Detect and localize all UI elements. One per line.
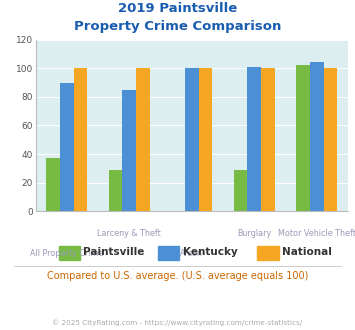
Bar (185, 68, 198, 211)
Bar (136, 68, 150, 211)
Text: Property Crime Comparison: Property Crime Comparison (74, 20, 281, 33)
Text: Larceny & Theft: Larceny & Theft (97, 229, 161, 238)
Bar (109, 170, 122, 211)
Bar (296, 65, 310, 211)
Bar (310, 62, 323, 211)
Bar (60, 82, 73, 211)
Text: © 2025 CityRating.com - https://www.cityrating.com/crime-statistics/: © 2025 CityRating.com - https://www.city… (53, 319, 302, 326)
Text: Paintsville: Paintsville (83, 248, 145, 257)
Text: National: National (282, 248, 332, 257)
Text: Kentucky: Kentucky (183, 248, 237, 257)
Bar (234, 170, 247, 211)
Text: Motor Vehicle Theft: Motor Vehicle Theft (278, 229, 355, 238)
Bar (247, 67, 261, 211)
Text: Compared to U.S. average. (U.S. average equals 100): Compared to U.S. average. (U.S. average … (47, 271, 308, 280)
Text: All Property Crime: All Property Crime (30, 249, 104, 258)
Text: Burglary: Burglary (237, 229, 271, 238)
Text: 2019 Paintsville: 2019 Paintsville (118, 2, 237, 15)
Bar (122, 90, 136, 211)
Bar (323, 68, 337, 211)
Bar (46, 158, 60, 211)
Bar (261, 68, 275, 211)
Text: Arson: Arson (180, 249, 203, 258)
Bar (198, 68, 212, 211)
Bar (73, 68, 87, 211)
